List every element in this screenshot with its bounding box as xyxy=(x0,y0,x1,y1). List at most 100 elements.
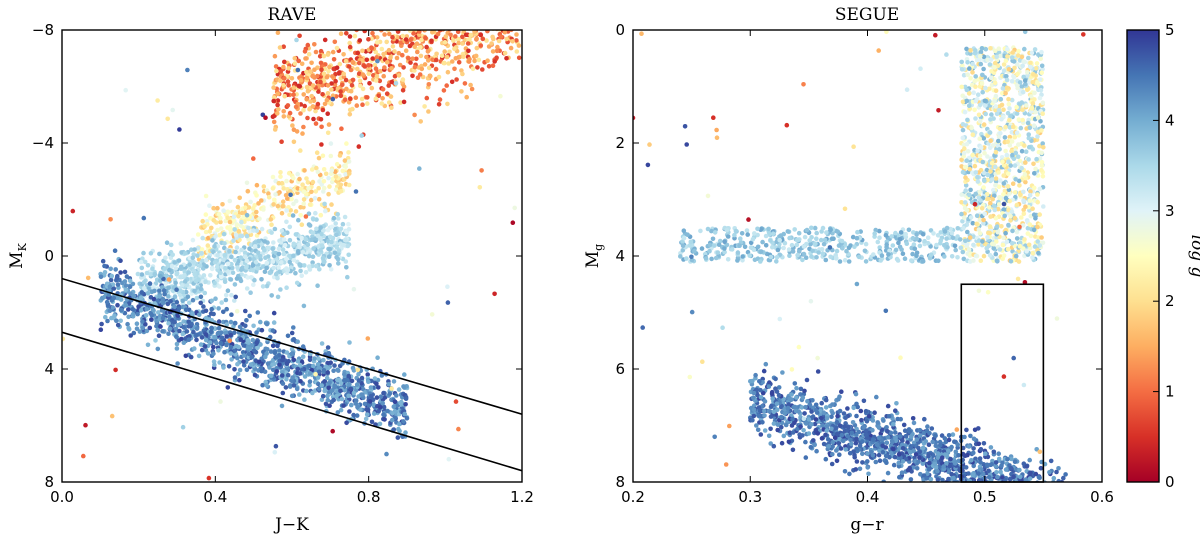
rave-point xyxy=(267,365,272,370)
segue-point xyxy=(1020,89,1026,95)
segue-point xyxy=(787,253,792,258)
rave-point xyxy=(324,375,330,381)
rave-point xyxy=(494,55,499,60)
rave-point xyxy=(505,4,510,9)
rave-point xyxy=(307,383,312,388)
rave-point xyxy=(417,72,423,77)
rave-point xyxy=(217,232,222,238)
rave-point xyxy=(335,377,340,383)
rave-point xyxy=(461,54,466,59)
segue-point xyxy=(1008,259,1014,264)
segue-point xyxy=(960,135,966,141)
rave-point xyxy=(380,400,386,406)
segue-point xyxy=(750,237,756,242)
rave-point xyxy=(381,15,386,20)
rave-point xyxy=(356,144,362,149)
rave-point xyxy=(265,361,271,366)
rave-point xyxy=(114,275,120,281)
segue-point xyxy=(1040,141,1045,146)
rave-point xyxy=(215,331,221,337)
rave-point xyxy=(327,380,332,386)
rave-point xyxy=(307,357,313,363)
rave-point xyxy=(403,402,408,407)
rave-point xyxy=(424,95,430,101)
rave-point xyxy=(263,115,268,120)
rave-point xyxy=(356,60,362,66)
rave-point xyxy=(255,266,260,271)
rave-point xyxy=(431,25,436,30)
rave-point xyxy=(469,9,474,14)
rave-point xyxy=(318,60,324,66)
segue-point xyxy=(1002,135,1008,140)
rave-point xyxy=(149,317,154,322)
segue-point xyxy=(967,166,973,172)
segue-point xyxy=(1035,192,1040,197)
rave-point xyxy=(280,247,286,252)
rave-point xyxy=(451,25,456,30)
rave-point xyxy=(362,25,367,30)
segue-point xyxy=(993,183,998,188)
segue-point xyxy=(989,69,994,74)
segue-point xyxy=(1019,165,1024,171)
rave-point xyxy=(102,263,107,269)
segue-point xyxy=(1010,152,1015,158)
rave-point xyxy=(400,77,406,82)
segue-point xyxy=(854,413,859,419)
rave-point xyxy=(343,164,349,170)
rave-point xyxy=(294,129,300,134)
rave-point xyxy=(367,399,373,404)
rave-point xyxy=(298,213,304,218)
rave-point xyxy=(325,365,330,371)
rave-point xyxy=(291,139,297,145)
rave-point xyxy=(341,242,346,248)
segue-point xyxy=(1019,100,1025,105)
rave-point xyxy=(441,13,446,18)
rave-point xyxy=(328,267,334,272)
rave-point xyxy=(160,297,166,302)
segue-point xyxy=(959,200,964,205)
rave-point xyxy=(212,362,217,368)
segue-point xyxy=(991,246,996,251)
rave-point xyxy=(209,325,214,331)
rave-point xyxy=(359,133,365,138)
rave-point xyxy=(333,174,339,179)
rave-point xyxy=(490,49,496,54)
rave-point xyxy=(284,350,290,355)
segue-point xyxy=(837,259,843,264)
rave-point xyxy=(247,313,252,319)
rave-point xyxy=(346,159,352,164)
segue-point xyxy=(717,238,723,244)
rave-point xyxy=(207,203,212,208)
rave-point xyxy=(310,230,316,236)
segue-point xyxy=(959,211,964,217)
rave-point xyxy=(329,168,335,173)
rave-point xyxy=(83,422,88,428)
rave-point xyxy=(225,288,231,294)
rave-point xyxy=(387,31,392,37)
segue-point xyxy=(911,230,916,235)
rave-point xyxy=(344,86,349,92)
segue-point xyxy=(996,138,1001,144)
rave-point xyxy=(469,9,474,14)
segue-point xyxy=(960,249,966,255)
rave-point xyxy=(152,301,157,306)
rave-point xyxy=(245,346,251,351)
segue-point xyxy=(977,118,983,124)
segue-point xyxy=(977,189,982,195)
segue-point xyxy=(1003,91,1008,96)
rave-point xyxy=(440,22,445,27)
rave-point xyxy=(381,404,387,410)
segue-point xyxy=(787,235,792,241)
rave-xtick-label: 0.0 xyxy=(50,488,74,506)
segue-point xyxy=(1031,123,1037,128)
segue-point xyxy=(992,65,997,70)
rave-point xyxy=(492,19,497,24)
rave-point xyxy=(313,210,318,216)
rave-point xyxy=(277,45,283,50)
segue-point xyxy=(928,244,933,249)
segue-point xyxy=(989,160,995,166)
rave-point xyxy=(310,83,316,88)
segue-point xyxy=(834,458,840,464)
segue-point xyxy=(792,381,798,386)
rave-point xyxy=(435,31,441,37)
